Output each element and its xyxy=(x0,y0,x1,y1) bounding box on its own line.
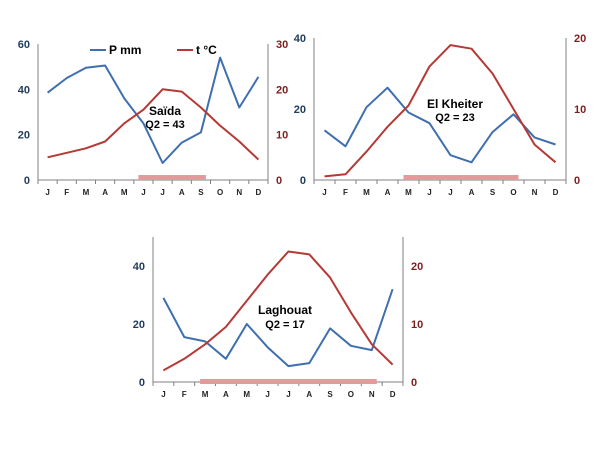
x-tick-marks xyxy=(313,180,567,184)
left-tick-label: 40 xyxy=(133,261,145,273)
site-q2: Q2 = 43 xyxy=(145,119,184,131)
right-tick-label: 10 xyxy=(411,319,423,331)
month-tick-label: M xyxy=(405,188,412,197)
month-tick-label: S xyxy=(198,188,204,197)
precip-line xyxy=(162,288,394,368)
right-tick-label: 30 xyxy=(276,39,288,51)
precip-line xyxy=(323,86,556,164)
site-name: Saïda xyxy=(149,104,181,118)
month-tick-label: M xyxy=(363,188,370,197)
month-tick-label: F xyxy=(64,188,69,197)
month-tick-label: J xyxy=(322,188,326,197)
temp-line xyxy=(162,250,394,372)
left-tick-label: 20 xyxy=(294,104,306,116)
right-tick-label: 0 xyxy=(574,175,580,187)
right-axis-ticks: 0 10 20 xyxy=(574,33,586,187)
legend: P mm t °C xyxy=(90,43,217,57)
right-tick-label: 20 xyxy=(411,261,423,273)
chart-panel-laghouat: 0 20 40 0 10 20 J F M A M J J A S O N D Laghouat Q2 = 1… xyxy=(133,237,423,399)
site-name: Laghouat xyxy=(258,303,312,317)
month-tick-label: M xyxy=(121,188,128,197)
month-tick-label: A xyxy=(179,188,185,197)
left-tick-label: 20 xyxy=(18,130,30,142)
month-tick-label: N xyxy=(369,390,375,399)
month-tick-label: O xyxy=(348,390,354,399)
month-tick-label: J xyxy=(45,188,49,197)
month-tick-label: N xyxy=(532,188,538,197)
site-q2: Q2 = 17 xyxy=(265,319,304,331)
month-tick-label: J xyxy=(427,188,431,197)
legend-temp-label: t °C xyxy=(196,43,217,57)
month-tick-label: S xyxy=(327,390,333,399)
left-axis-ticks: 0 20 40 xyxy=(133,261,145,389)
left-tick-label: 60 xyxy=(18,39,30,51)
right-tick-label: 10 xyxy=(574,104,586,116)
month-tick-label: O xyxy=(510,188,516,197)
month-tick-label: D xyxy=(553,188,559,197)
left-tick-label: 0 xyxy=(300,175,306,187)
precip-line xyxy=(46,56,260,164)
month-tick-label: D xyxy=(390,390,396,399)
month-tick-label: A xyxy=(102,188,108,197)
left-axis-ticks: 0 20 40 xyxy=(294,33,306,187)
dry-period-bar xyxy=(403,175,519,180)
month-tick-label: M xyxy=(243,390,250,399)
dry-period-bar xyxy=(138,175,206,180)
month-tick-label: A xyxy=(223,390,229,399)
temp-line xyxy=(324,44,557,178)
month-tick-label: F xyxy=(182,390,187,399)
month-tick-label: J xyxy=(265,390,269,399)
dry-period-bar xyxy=(200,379,377,384)
month-tick-label: J xyxy=(161,390,165,399)
site-q2: Q2 = 23 xyxy=(435,112,474,124)
month-tick-label: S xyxy=(490,188,496,197)
month-tick-label: J xyxy=(286,390,290,399)
month-tick-label: D xyxy=(256,188,262,197)
right-tick-label: 20 xyxy=(574,33,586,45)
temp-line xyxy=(47,88,260,161)
right-axis-ticks: 0 10 20 30 xyxy=(276,39,288,187)
month-tick-label: M xyxy=(202,390,209,399)
month-tick-label: J xyxy=(448,188,452,197)
left-tick-label: 20 xyxy=(133,319,145,331)
month-tick-label: N xyxy=(236,188,242,197)
month-tick-label: J xyxy=(141,188,145,197)
x-tick-marks xyxy=(37,180,269,184)
left-tick-label: 0 xyxy=(139,377,145,389)
right-tick-label: 20 xyxy=(276,84,288,96)
month-tick-label: A xyxy=(306,390,312,399)
left-tick-label: 40 xyxy=(294,33,306,45)
right-axis-ticks: 0 10 20 xyxy=(411,261,423,389)
right-tick-label: 0 xyxy=(276,175,282,187)
month-tick-label: O xyxy=(217,188,223,197)
month-tick-label: A xyxy=(469,188,475,197)
month-tick-label: A xyxy=(385,188,391,197)
left-tick-label: 0 xyxy=(24,175,30,187)
month-tick-label: M xyxy=(83,188,90,197)
month-tick-label: F xyxy=(343,188,348,197)
right-tick-label: 10 xyxy=(276,130,288,142)
site-name: El Kheiter xyxy=(427,97,483,111)
left-tick-label: 40 xyxy=(18,84,30,96)
right-tick-label: 0 xyxy=(411,377,417,389)
legend-precip-label: P mm xyxy=(109,43,141,57)
month-tick-label: J xyxy=(160,188,164,197)
chart-panel-saida: 0 20 40 60 0 10 20 30 J F M A M J J A S O N D P mm t °C S… xyxy=(18,39,289,197)
chart-panel-el-kheiter: 0 20 40 0 10 20 J F M A M J J A S O N D El Kheiter Q2 =… xyxy=(294,33,587,197)
left-axis-ticks: 0 20 40 60 xyxy=(18,39,30,187)
